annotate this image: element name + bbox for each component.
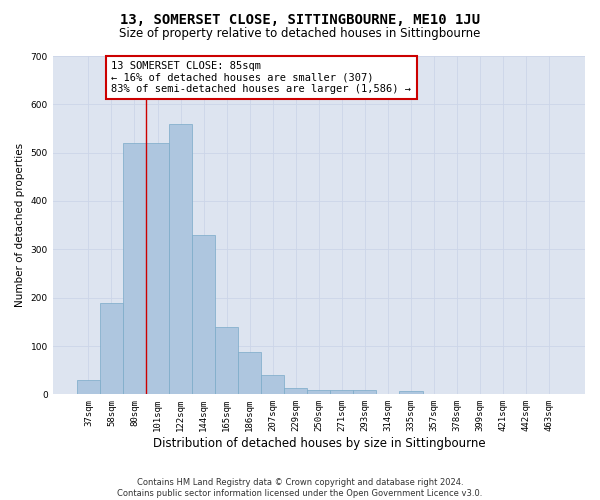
Bar — [307, 390, 331, 394]
Bar — [261, 375, 284, 394]
X-axis label: Distribution of detached houses by size in Sittingbourne: Distribution of detached houses by size … — [152, 437, 485, 450]
Bar — [331, 390, 353, 394]
Y-axis label: Number of detached properties: Number of detached properties — [15, 143, 25, 307]
Bar — [77, 380, 100, 394]
Bar — [169, 124, 192, 394]
Bar — [238, 352, 261, 395]
Bar — [100, 302, 123, 394]
Text: Size of property relative to detached houses in Sittingbourne: Size of property relative to detached ho… — [119, 28, 481, 40]
Text: 13 SOMERSET CLOSE: 85sqm
← 16% of detached houses are smaller (307)
83% of semi-: 13 SOMERSET CLOSE: 85sqm ← 16% of detach… — [112, 61, 412, 94]
Bar — [123, 143, 146, 395]
Bar — [215, 326, 238, 394]
Bar — [146, 143, 169, 395]
Text: Contains HM Land Registry data © Crown copyright and database right 2024.
Contai: Contains HM Land Registry data © Crown c… — [118, 478, 482, 498]
Text: 13, SOMERSET CLOSE, SITTINGBOURNE, ME10 1JU: 13, SOMERSET CLOSE, SITTINGBOURNE, ME10 … — [120, 12, 480, 26]
Bar — [400, 391, 422, 394]
Bar — [284, 388, 307, 394]
Bar — [353, 390, 376, 394]
Bar — [192, 235, 215, 394]
